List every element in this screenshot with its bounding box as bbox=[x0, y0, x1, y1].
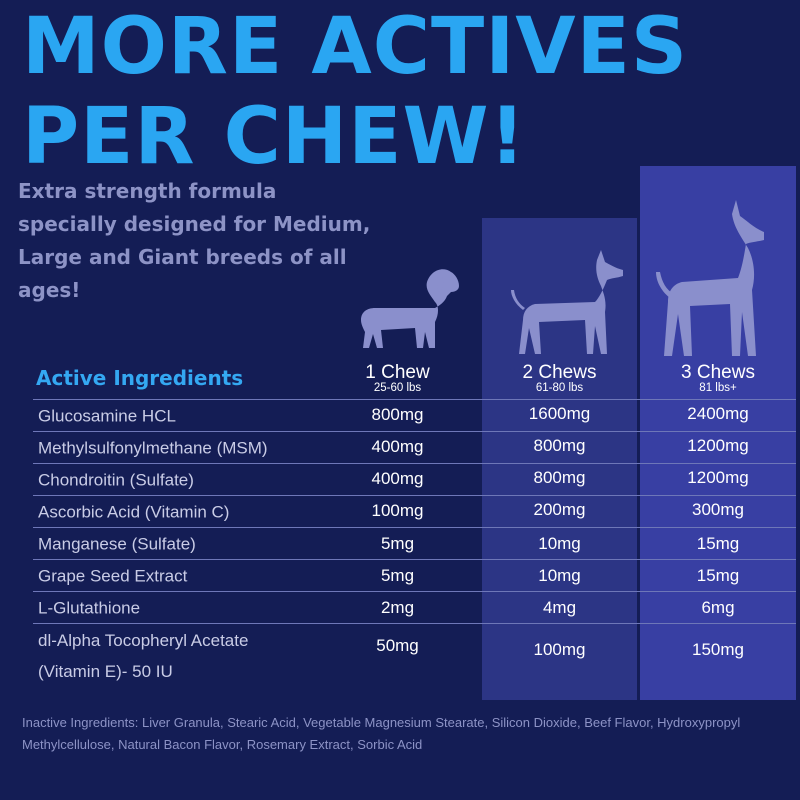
value-2-chews: 10mg bbox=[538, 566, 581, 585]
value-3-chews: 1200mg bbox=[687, 436, 749, 455]
value-1-chew: 5mg bbox=[380, 534, 415, 553]
value-2-chews: 200mg bbox=[533, 500, 586, 519]
table-divider bbox=[33, 431, 796, 432]
ingredient-name: dl-Alpha Tocopheryl Acetate (Vitamin E)-… bbox=[38, 631, 249, 681]
value-3-chews: 15mg bbox=[696, 534, 740, 553]
ingredient-name: Methylsulfonylmethane (MSM) bbox=[38, 438, 268, 457]
ingredient-name: Glucosamine HCL bbox=[38, 406, 176, 425]
table-row: Manganese (Sulfate) 5mg 10mg 15mg bbox=[0, 528, 800, 559]
value-3-chews: 150mg bbox=[692, 640, 744, 659]
column-2-highlight bbox=[482, 218, 637, 700]
column-2-chews: 2 Chews bbox=[522, 362, 597, 383]
value-1-chew: 400mg bbox=[371, 469, 424, 488]
value-3-chews: 2400mg bbox=[687, 404, 749, 423]
headline: MORE ACTIVES PER CHEW! bbox=[22, 2, 792, 182]
active-ingredients-heading: Active Ingredients bbox=[36, 366, 244, 390]
column-header-2: 2 Chews 61-80 lbs bbox=[482, 363, 637, 395]
table-divider bbox=[33, 463, 796, 464]
table-row: Chondroitin (Sulfate) 400mg 800mg 1200mg bbox=[0, 464, 800, 495]
value-2-chews: 100mg bbox=[533, 640, 586, 659]
value-2-chews: 10mg bbox=[538, 534, 581, 553]
value-1-chew: 100mg bbox=[371, 501, 424, 520]
column-3-highlight bbox=[640, 166, 796, 700]
table-divider bbox=[33, 623, 796, 624]
ingredient-name: Chondroitin (Sulfate) bbox=[38, 470, 194, 489]
value-1-chew: 800mg bbox=[371, 405, 424, 424]
value-2-chews: 800mg bbox=[533, 468, 586, 487]
column-header-1: 1 Chew 25-60 lbs bbox=[350, 363, 445, 395]
headline-line-1: MORE ACTIVES bbox=[22, 2, 689, 92]
value-2-chews: 800mg bbox=[533, 436, 586, 455]
column-1-chews: 1 Chew bbox=[365, 362, 430, 383]
table-row: Glucosamine HCL 800mg 1600mg 2400mg bbox=[0, 400, 800, 431]
value-1-chew: 2mg bbox=[380, 598, 415, 617]
value-3-chews: 6mg bbox=[701, 598, 735, 617]
table-divider bbox=[33, 559, 796, 560]
ingredient-name: L-Glutathione bbox=[38, 598, 141, 617]
ingredient-name: Manganese (Sulfate) bbox=[38, 534, 196, 553]
column-2-weight: 61-80 lbs bbox=[535, 382, 584, 394]
value-3-chews: 300mg bbox=[692, 500, 744, 519]
large-dog-icon bbox=[511, 250, 623, 354]
table-divider bbox=[33, 399, 796, 400]
value-3-chews: 1200mg bbox=[687, 468, 749, 487]
column-3-weight: 81 lbs+ bbox=[699, 382, 737, 394]
table-row: dl-Alpha Tocopheryl Acetate (Vitamin E)-… bbox=[0, 624, 800, 688]
column-1-weight: 25-60 lbs bbox=[373, 382, 422, 394]
table-row: Grape Seed Extract 5mg 10mg 15mg bbox=[0, 560, 800, 591]
value-3-chews: 15mg bbox=[696, 566, 740, 585]
headline-line-2: PER CHEW! bbox=[22, 92, 527, 182]
medium-dog-icon bbox=[361, 269, 459, 348]
value-2-chews: 1600mg bbox=[528, 404, 591, 423]
giant-dog-icon bbox=[656, 200, 764, 356]
ingredient-name: Grape Seed Extract bbox=[38, 566, 188, 585]
value-1-chew: 50mg bbox=[376, 636, 419, 655]
value-1-chew: 5mg bbox=[380, 566, 415, 585]
column-header-3: 3 Chews 81 lbs+ bbox=[640, 363, 796, 395]
inactive-ingredients: Inactive Ingredients: Liver Granula, Ste… bbox=[22, 715, 741, 752]
table-divider bbox=[33, 591, 796, 592]
table-divider bbox=[33, 527, 796, 528]
ingredient-name: Ascorbic Acid (Vitamin C) bbox=[38, 502, 230, 521]
subheadline: Extra strength formula specially designe… bbox=[18, 179, 371, 302]
table-row: Ascorbic Acid (Vitamin C) 100mg 200mg 30… bbox=[0, 496, 800, 527]
table-row: L-Glutathione 2mg 4mg 6mg bbox=[0, 592, 800, 623]
table-divider bbox=[33, 495, 796, 496]
value-2-chews: 4mg bbox=[542, 598, 577, 617]
value-1-chew: 400mg bbox=[371, 437, 424, 456]
column-3-chews: 3 Chews bbox=[681, 362, 755, 383]
table-row: Methylsulfonylmethane (MSM) 400mg 800mg … bbox=[0, 432, 800, 463]
